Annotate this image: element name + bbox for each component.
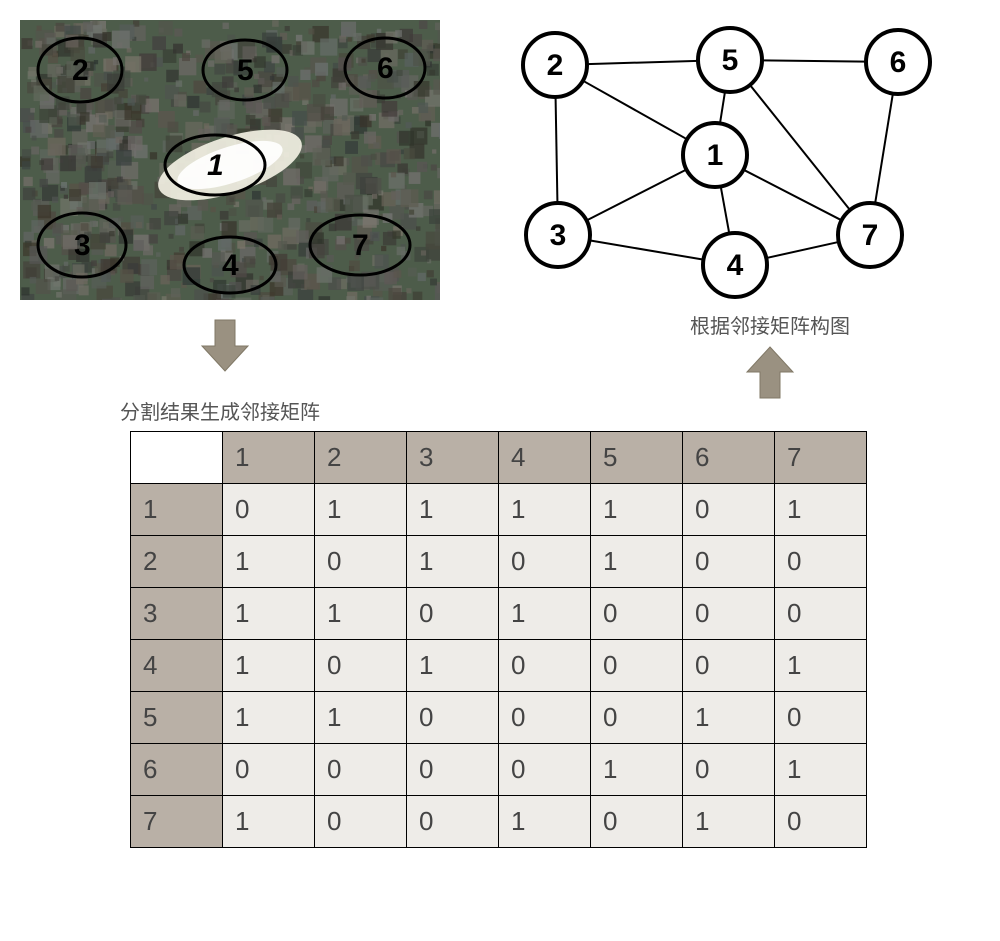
table-cell: 1 xyxy=(683,796,775,848)
segmentation-svg: 2 5 6 1 3 4 7 xyxy=(20,20,440,300)
table-cell: 1 xyxy=(775,744,867,796)
table-cell: 0 xyxy=(775,588,867,640)
table-cell: 0 xyxy=(315,796,407,848)
col-header: 1 xyxy=(223,432,315,484)
table-cell: 0 xyxy=(775,796,867,848)
row-header: 7 xyxy=(131,796,223,848)
arrow-up-icon xyxy=(745,345,795,400)
col-header: 2 xyxy=(315,432,407,484)
table-cell: 1 xyxy=(591,484,683,536)
svg-text:5: 5 xyxy=(722,44,739,77)
table-cell: 0 xyxy=(407,796,499,848)
table-cell: 0 xyxy=(223,744,315,796)
table-cell: 1 xyxy=(223,536,315,588)
table-cell: 0 xyxy=(683,484,775,536)
table-cell: 0 xyxy=(315,640,407,692)
table-cell: 1 xyxy=(315,588,407,640)
table-cell: 0 xyxy=(315,744,407,796)
svg-text:4: 4 xyxy=(222,249,239,282)
table-cell: 0 xyxy=(683,536,775,588)
table-cell: 0 xyxy=(683,640,775,692)
segmentation-image-panel: 2 5 6 1 3 4 7 xyxy=(20,20,440,300)
row-header: 3 xyxy=(131,588,223,640)
table-cell: 0 xyxy=(499,692,591,744)
table-cell: 0 xyxy=(407,744,499,796)
table-cell: 1 xyxy=(591,536,683,588)
table-cell: 1 xyxy=(499,796,591,848)
svg-text:6: 6 xyxy=(890,46,907,79)
table-cell: 1 xyxy=(775,640,867,692)
table-cell: 1 xyxy=(775,484,867,536)
row-header: 2 xyxy=(131,536,223,588)
row-header: 6 xyxy=(131,744,223,796)
svg-text:1: 1 xyxy=(207,149,224,182)
table-cell: 1 xyxy=(591,744,683,796)
table-cell: 0 xyxy=(775,692,867,744)
table-cell: 0 xyxy=(591,796,683,848)
row-header: 1 xyxy=(131,484,223,536)
graph-panel: 2 5 6 1 3 4 7 xyxy=(500,20,940,300)
svg-text:1: 1 xyxy=(707,139,724,172)
svg-text:3: 3 xyxy=(550,219,567,252)
row-header: 4 xyxy=(131,640,223,692)
table-corner xyxy=(131,432,223,484)
svg-text:7: 7 xyxy=(862,219,879,252)
arrow-down-icon xyxy=(200,318,250,373)
svg-text:2: 2 xyxy=(547,49,564,82)
svg-text:3: 3 xyxy=(74,229,91,262)
col-header: 4 xyxy=(499,432,591,484)
row-header: 5 xyxy=(131,692,223,744)
table-cell: 1 xyxy=(499,484,591,536)
table-cell: 0 xyxy=(499,640,591,692)
table-cell: 1 xyxy=(223,640,315,692)
table-cell: 0 xyxy=(683,588,775,640)
table-cell: 0 xyxy=(499,744,591,796)
table-cell: 1 xyxy=(223,588,315,640)
table-cell: 0 xyxy=(591,588,683,640)
table-cell: 1 xyxy=(407,536,499,588)
graph-svg: 2 5 6 1 3 4 7 xyxy=(500,20,940,300)
adjacency-table: 1234567101111012101010031101000410100015… xyxy=(130,431,867,848)
adjacency-table-wrap: 1234567101111012101010031101000410100015… xyxy=(130,431,980,848)
svg-text:4: 4 xyxy=(727,249,744,282)
table-cell: 0 xyxy=(775,536,867,588)
table-cell: 1 xyxy=(683,692,775,744)
col-header: 6 xyxy=(683,432,775,484)
svg-text:2: 2 xyxy=(72,54,89,87)
table-cell: 1 xyxy=(223,692,315,744)
caption-left: 分割结果生成邻接矩阵 xyxy=(120,396,320,425)
table-cell: 1 xyxy=(223,796,315,848)
col-header: 5 xyxy=(591,432,683,484)
table-cell: 1 xyxy=(315,484,407,536)
table-cell: 0 xyxy=(407,588,499,640)
table-cell: 0 xyxy=(223,484,315,536)
table-cell: 1 xyxy=(499,588,591,640)
table-cell: 0 xyxy=(591,640,683,692)
col-header: 3 xyxy=(407,432,499,484)
table-cell: 0 xyxy=(407,692,499,744)
table-cell: 0 xyxy=(683,744,775,796)
table-cell: 0 xyxy=(315,536,407,588)
svg-text:6: 6 xyxy=(377,52,394,85)
caption-right: 根据邻接矩阵构图 xyxy=(690,310,850,339)
table-cell: 1 xyxy=(315,692,407,744)
col-header: 7 xyxy=(775,432,867,484)
table-cell: 1 xyxy=(407,640,499,692)
table-cell: 1 xyxy=(407,484,499,536)
table-cell: 0 xyxy=(499,536,591,588)
table-cell: 0 xyxy=(591,692,683,744)
svg-text:5: 5 xyxy=(237,54,254,87)
svg-text:7: 7 xyxy=(352,229,369,262)
